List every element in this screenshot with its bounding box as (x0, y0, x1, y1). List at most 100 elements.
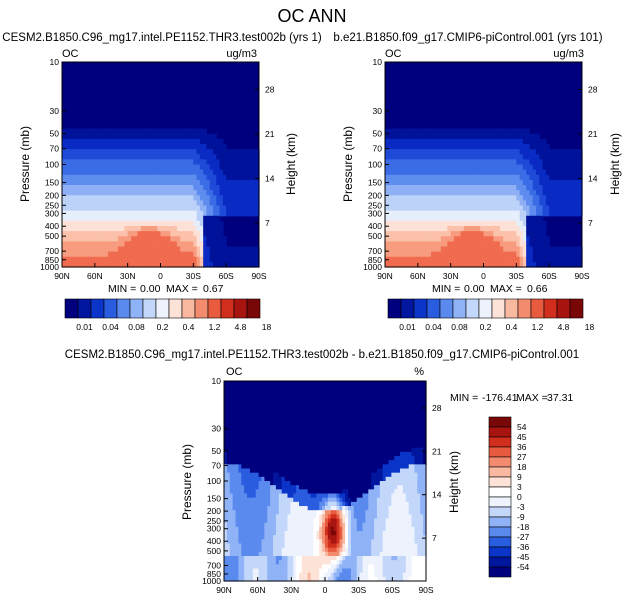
y-tick-label: 1000 (202, 576, 221, 586)
panel-3-units: % (414, 366, 424, 378)
colorbar-swatch (489, 507, 511, 517)
colorbar-swatch (489, 447, 511, 457)
colorbar-swatch (440, 299, 453, 318)
x-tick-label: 30S (186, 271, 201, 281)
y2-tick-label: 7 (432, 533, 437, 543)
colorbar-swatch (489, 477, 511, 487)
colorbar-label: 36 (517, 442, 527, 452)
panel-1-units: ug/m3 (226, 48, 257, 60)
colorbar-swatch (489, 497, 511, 507)
x-tick-label: 0 (481, 271, 486, 281)
colorbar-label: 9 (517, 472, 522, 482)
colorbar-swatch (489, 467, 511, 477)
colorbar-swatch (489, 567, 511, 577)
y-tick-label: 300 (45, 208, 59, 218)
y-tick-label: 70 (373, 144, 383, 154)
colorbar-label: 0 (517, 492, 522, 502)
x-tick-label: 60S (219, 271, 234, 281)
panel-2-max-label: MAX = (490, 283, 522, 295)
y-tick-label: 500 (368, 231, 382, 241)
colorbar-swatch (234, 299, 247, 318)
y-tick-label: 50 (373, 129, 383, 139)
x-tick-label: 90N (216, 585, 232, 595)
colorbar-swatch (544, 299, 557, 318)
y2-tick-label: 21 (588, 129, 598, 139)
colorbar-label: -27 (517, 532, 530, 542)
panel-2-max-value: 0.66 (527, 283, 548, 295)
colorbar-swatch (208, 299, 221, 318)
panel-2-y2label: Height (km) (608, 133, 622, 195)
y2-tick-label: 14 (265, 174, 275, 184)
colorbar-label: -36 (517, 542, 530, 552)
colorbar-label: 0.4 (183, 322, 195, 332)
colorbar-label: 45 (517, 432, 527, 442)
colorbar-label: 4.8 (558, 322, 570, 332)
panel-3-min-label: MIN = (450, 392, 478, 404)
colorbar-swatch (531, 299, 544, 318)
colorbar-swatch (427, 299, 440, 318)
colorbar-swatch (518, 299, 531, 318)
colorbar-swatch (489, 487, 511, 497)
y2-tick-label: 28 (265, 85, 275, 95)
y2-tick-label: 28 (432, 403, 442, 413)
y2-tick-label: 28 (588, 85, 598, 95)
colorbar-label: 1.2 (209, 322, 221, 332)
colorbar-swatch (156, 299, 169, 318)
colorbar-label: 18 (517, 462, 527, 472)
colorbar-label: 27 (517, 452, 527, 462)
y-tick-label: 400 (45, 221, 59, 231)
colorbar-swatch (489, 527, 511, 537)
y-tick-label: 30 (212, 424, 222, 434)
colorbar-label: 3 (517, 482, 522, 492)
y2-tick-label: 7 (588, 218, 593, 228)
colorbar-swatch (388, 299, 401, 318)
panel-1-max-label: MAX = (166, 283, 198, 295)
colorbar-swatch (492, 299, 505, 318)
colorbar-swatch (143, 299, 156, 318)
colorbar-swatch (104, 299, 117, 318)
colorbar-label: 0.04 (102, 322, 119, 332)
colorbar-label: 0.4 (506, 322, 518, 332)
colorbar-swatch (78, 299, 91, 318)
x-tick-label: 30S (509, 271, 524, 281)
x-tick-label: 90S (251, 271, 266, 281)
colorbar-label: 1.2 (532, 322, 544, 332)
colorbar-swatch (489, 557, 511, 567)
panel-3-max-label: MAX = (516, 392, 548, 404)
y-tick-label: 10 (212, 376, 222, 386)
colorbar-label: 0.01 (76, 322, 93, 332)
colorbar-label: 54 (517, 422, 527, 432)
y-tick-label: 200 (368, 190, 382, 200)
colorbar-label: 0.2 (157, 322, 169, 332)
x-tick-label: 30N (284, 585, 300, 595)
colorbar-swatch (195, 299, 208, 318)
panel-1-max-value: 0.67 (203, 283, 224, 295)
colorbar-swatch (117, 299, 130, 318)
y-tick-label: 150 (45, 178, 59, 188)
colorbar-swatch (557, 299, 570, 318)
y2-tick-label: 7 (265, 218, 270, 228)
y2-tick-label: 21 (432, 446, 442, 456)
y2-tick-label: 21 (265, 129, 275, 139)
y-tick-label: 70 (212, 461, 222, 471)
x-tick-label: 60S (542, 271, 557, 281)
colorbar-swatch (182, 299, 195, 318)
colorbar-label: 0.08 (451, 322, 468, 332)
x-tick-label: 90N (377, 271, 393, 281)
colorbar-swatch (489, 437, 511, 447)
figure-title: OC ANN (277, 6, 346, 26)
colorbar-swatch (221, 299, 234, 318)
panel-1-left-label: OC (62, 48, 79, 60)
y-tick-label: 500 (45, 231, 59, 241)
colorbar-label: -54 (517, 562, 530, 572)
y-tick-label: 10 (50, 57, 60, 67)
y-tick-label: 100 (368, 160, 382, 170)
panel-3-left-label: OC (226, 366, 243, 378)
y-tick-label: 30 (373, 106, 383, 116)
x-tick-label: 60S (385, 585, 400, 595)
colorbar-swatch (489, 427, 511, 437)
colorbar-label: 0.08 (128, 322, 145, 332)
